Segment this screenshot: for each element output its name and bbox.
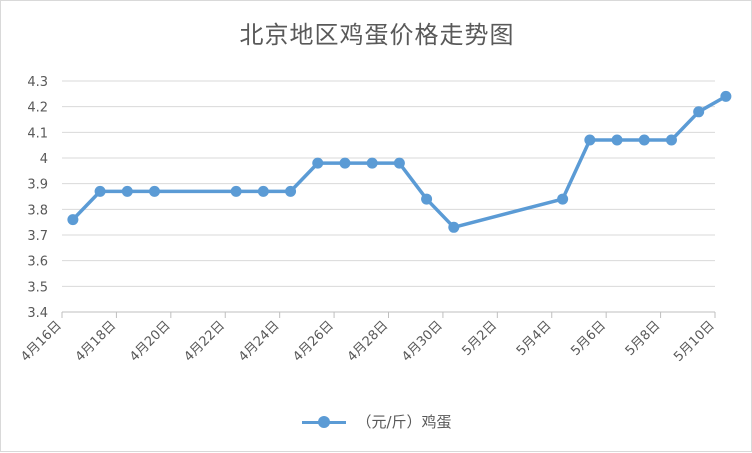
x-tick-label: 5月4日	[514, 318, 555, 359]
data-point	[312, 157, 324, 169]
y-tick-label: 4	[40, 152, 48, 167]
y-tick-label: 3.5	[27, 280, 48, 295]
x-tick-label: 4月26日	[290, 318, 337, 365]
data-point	[257, 185, 269, 197]
x-tick-label: 5月6日	[568, 318, 609, 359]
y-tick-label: 4.3	[27, 75, 48, 90]
legend-label: （元/斤）鸡蛋	[356, 413, 452, 431]
data-point	[67, 214, 79, 226]
data-point	[230, 185, 242, 197]
data-point	[121, 185, 133, 197]
legend-item: （元/斤）鸡蛋	[302, 411, 452, 432]
y-tick-label: 4.2	[27, 101, 48, 116]
data-point	[720, 90, 732, 102]
x-tick-label: 4月30日	[399, 318, 446, 365]
data-point	[665, 134, 677, 146]
x-tick-label: 4月24日	[236, 318, 283, 365]
data-point	[393, 157, 405, 169]
y-tick-label: 3.7	[27, 229, 48, 244]
chart-title: 北京地区鸡蛋价格走势图	[239, 21, 515, 49]
y-tick-label: 3.6	[27, 255, 48, 270]
x-tick-label: 5月8日	[623, 318, 664, 359]
x-tick-label: 5月2日	[459, 318, 500, 359]
x-tick-label: 4月22日	[182, 318, 229, 365]
data-point	[557, 193, 569, 205]
data-point	[94, 185, 106, 197]
y-tick-label: 4.1	[27, 126, 48, 141]
x-tick-label: 4月28日	[345, 318, 392, 365]
chart-legend: （元/斤）鸡蛋	[1, 411, 752, 433]
data-point	[366, 157, 378, 169]
y-tick-label: 3.8	[27, 203, 48, 218]
data-point	[611, 134, 623, 146]
y-tick-label: 3.9	[27, 178, 48, 193]
data-point	[339, 157, 351, 169]
x-tick-label: 4月16日	[18, 318, 65, 365]
data-point	[584, 134, 596, 146]
data-point	[638, 134, 650, 146]
data-point	[149, 185, 161, 197]
data-point	[285, 185, 297, 197]
legend-line-marker-icon	[302, 415, 347, 429]
data-point	[693, 106, 705, 118]
x-tick-label: 4月18日	[73, 318, 120, 365]
x-tick-label: 5月10日	[671, 318, 718, 365]
x-tick-label: 4月20日	[127, 318, 174, 365]
y-tick-label: 3.4	[27, 306, 48, 321]
data-point	[421, 193, 433, 205]
data-point	[448, 221, 460, 233]
